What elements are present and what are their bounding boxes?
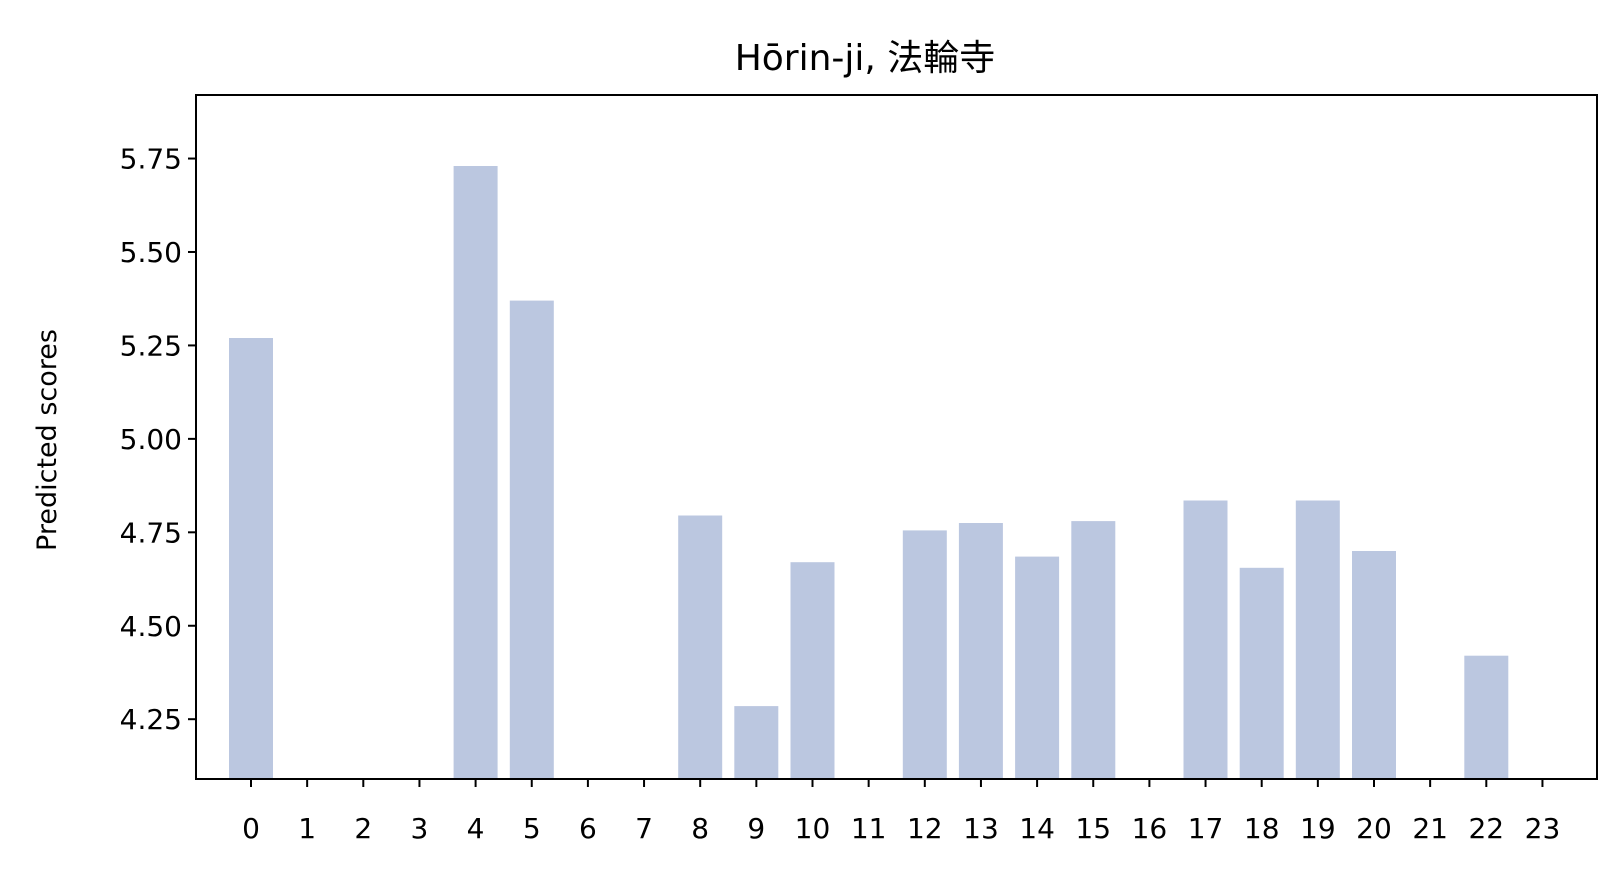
y-tick-label-5.50: 5.50: [120, 236, 182, 269]
bar-12: [902, 530, 947, 779]
x-tick-label-5: 5: [523, 812, 541, 845]
x-tick-label-15: 15: [1075, 812, 1111, 845]
x-tick-label-6: 6: [579, 812, 597, 845]
x-axis-ticks: 0 1 2 3 4 5 6 7 8 9 10 11 12 13 14 15 16 17 18 19 20 21 22 23: [242, 779, 1560, 845]
x-tick-label-0: 0: [242, 812, 260, 845]
y-axis-label: Predicted scores: [32, 329, 63, 551]
x-tick-label-3: 3: [411, 812, 429, 845]
y-axis-ticks: 4.25 4.50 4.75 5.00 5.25 5.50 5.75: [120, 143, 196, 736]
x-tick-label-7: 7: [635, 812, 653, 845]
bar-18: [1239, 567, 1284, 779]
x-tick-label-16: 16: [1132, 812, 1168, 845]
x-tick-label-1: 1: [298, 812, 316, 845]
bar-9: [734, 706, 779, 779]
x-tick-label-23: 23: [1525, 812, 1561, 845]
x-tick-label-14: 14: [1019, 812, 1055, 845]
x-tick-label-20: 20: [1356, 812, 1392, 845]
x-tick-label-19: 19: [1300, 812, 1336, 845]
x-tick-label-9: 9: [747, 812, 765, 845]
x-tick-label-11: 11: [851, 812, 887, 845]
bar-14: [1015, 556, 1060, 779]
bar-20: [1352, 551, 1396, 779]
bar-13: [958, 523, 1003, 779]
y-tick-label-5.00: 5.00: [120, 423, 182, 456]
y-tick-label-5.25: 5.25: [120, 329, 182, 362]
bar-17: [1183, 500, 1228, 779]
y-tick-label-5.75: 5.75: [120, 143, 182, 176]
y-tick-label-4.25: 4.25: [120, 703, 182, 736]
x-tick-label-18: 18: [1244, 812, 1280, 845]
bars-group: [229, 166, 1509, 779]
x-tick-label-4: 4: [467, 812, 485, 845]
bar-0: [229, 338, 273, 779]
x-tick-label-17: 17: [1188, 812, 1224, 845]
x-tick-label-8: 8: [691, 812, 709, 845]
plot-frame: [195, 94, 1598, 780]
x-tick-label-21: 21: [1412, 812, 1448, 845]
bar-10: [790, 562, 835, 779]
bar-4: [453, 166, 498, 779]
y-tick-label-4.50: 4.50: [120, 610, 182, 643]
x-tick-label-13: 13: [963, 812, 999, 845]
y-tick-label-4.75: 4.75: [120, 516, 182, 549]
bar-19: [1295, 500, 1340, 779]
bar-5: [509, 300, 554, 779]
bar-22: [1464, 655, 1509, 779]
bar-8: [678, 515, 723, 779]
chart-title: Hōrin-ji, 法輪寺: [735, 38, 996, 79]
bar-15: [1071, 521, 1116, 779]
x-tick-label-2: 2: [354, 812, 372, 845]
x-tick-label-12: 12: [907, 812, 943, 845]
x-tick-label-22: 22: [1468, 812, 1504, 845]
x-tick-label-10: 10: [795, 812, 831, 845]
